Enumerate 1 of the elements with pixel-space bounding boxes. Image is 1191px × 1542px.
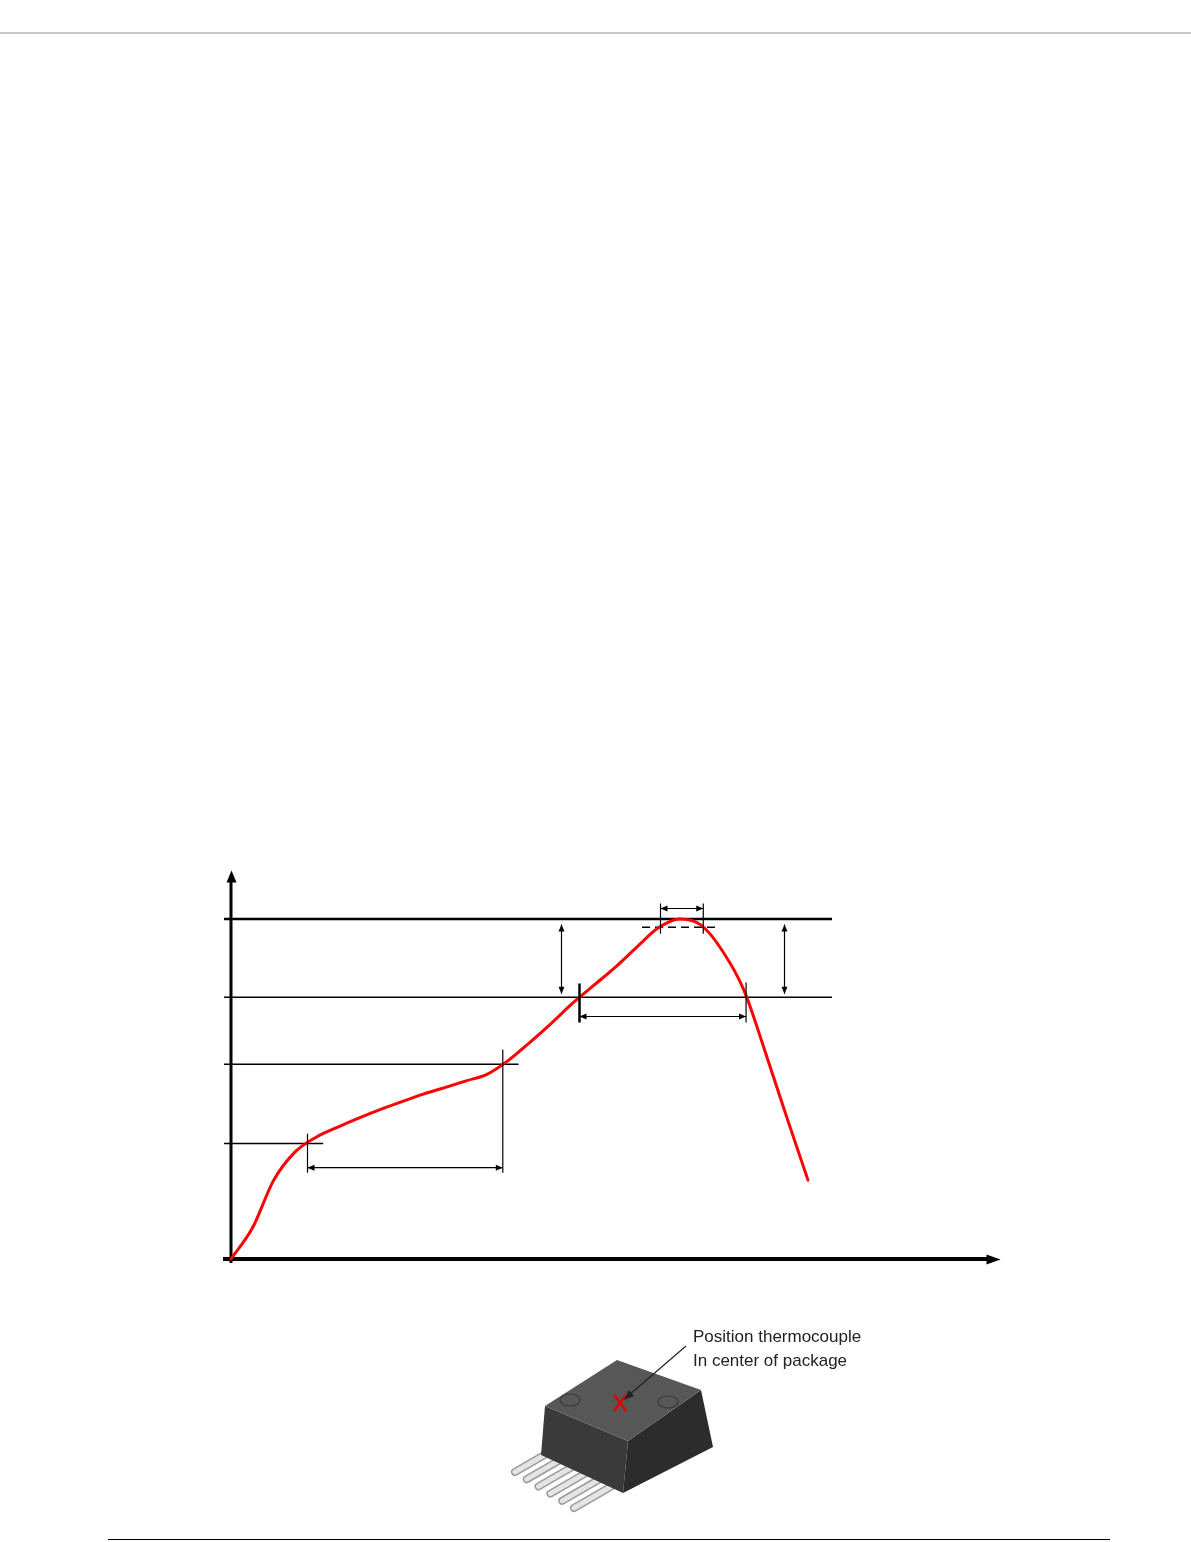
- text: Position thermocouple In center of package: [693, 1326, 862, 1372]
